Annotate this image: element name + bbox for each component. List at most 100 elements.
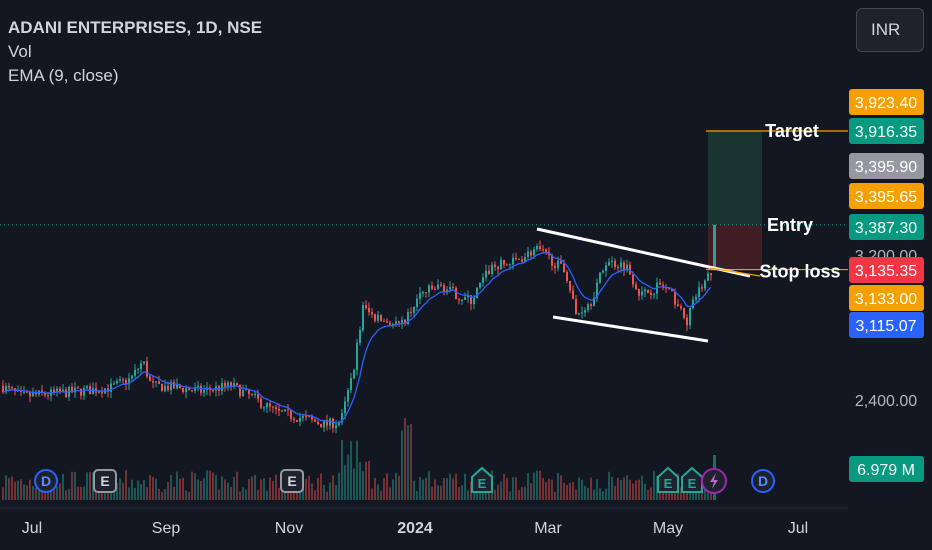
volume-axis-label: 6.979 M [849, 456, 924, 482]
candle [557, 260, 559, 269]
volume-bar [371, 488, 373, 500]
candle [320, 424, 322, 428]
volume-bar [275, 474, 277, 500]
candle [644, 289, 646, 292]
volume-bar [362, 471, 364, 500]
volume-bar [377, 484, 379, 500]
candle [170, 381, 172, 391]
candle [401, 319, 403, 323]
x-tick-label: 2024 [397, 520, 433, 537]
candle [449, 287, 451, 290]
volume-bar [509, 491, 511, 500]
earnings-letter: E [287, 473, 296, 489]
candle [605, 265, 607, 271]
event-marker-d[interactable]: D [34, 469, 58, 493]
candle [77, 387, 79, 389]
candle [680, 306, 682, 309]
candle [338, 422, 340, 426]
candle [128, 378, 130, 385]
volume-bar [545, 482, 547, 500]
volume-bar [86, 472, 88, 500]
volume-bar [284, 486, 286, 500]
volume-bar [233, 476, 235, 500]
candle [5, 386, 7, 393]
candle [254, 394, 256, 396]
event-marker-e-up[interactable]: E [471, 466, 493, 493]
candle [503, 259, 505, 265]
candle [17, 390, 19, 392]
earnings-letter: E [100, 473, 109, 489]
volume-bar [224, 479, 226, 500]
volume-bar [599, 488, 601, 500]
volume-bar [230, 486, 232, 500]
volume-bar [416, 490, 418, 500]
candle [599, 272, 601, 283]
volume-bar [524, 486, 526, 500]
volume-bar [497, 484, 499, 500]
volume-bar [17, 480, 19, 500]
volume-bar [350, 441, 352, 500]
candle [569, 281, 571, 291]
volume-bar [512, 477, 514, 500]
candle [164, 385, 166, 392]
volume-bar [326, 491, 328, 500]
candle [593, 297, 595, 306]
price-axis-label: 3,135.35 [849, 257, 924, 283]
candle [380, 314, 382, 321]
volume-bar [137, 480, 139, 500]
price-axis-label: 3,916.35 [849, 118, 924, 144]
event-marker-e[interactable]: E [93, 469, 117, 493]
candle [491, 264, 493, 274]
ema-line [2, 252, 712, 424]
volume-bar [242, 487, 244, 500]
price-label-bg [849, 214, 924, 240]
event-marker-e-up[interactable]: E [657, 466, 679, 493]
event-marker-d[interactable]: D [751, 469, 775, 493]
candle [26, 391, 28, 393]
candle [110, 383, 112, 392]
volume-bar [218, 489, 220, 500]
volume-bar [5, 475, 7, 500]
earnings-letter: E [688, 476, 697, 491]
candle [695, 296, 697, 300]
candle [506, 264, 508, 266]
candle [305, 416, 307, 418]
volume-bar [179, 478, 181, 500]
volume-bar [632, 483, 634, 500]
volume-indicator-label[interactable]: Vol [8, 42, 32, 61]
volume-bar [323, 484, 325, 500]
volume-bar [551, 479, 553, 500]
volume-bar [587, 487, 589, 500]
volume-bar [446, 478, 448, 500]
candle [479, 282, 481, 288]
candle [317, 421, 319, 425]
currency-button[interactable]: INR [856, 8, 924, 52]
target-zone [708, 131, 762, 225]
volume-bar [134, 487, 136, 500]
candle [233, 383, 235, 387]
volume-bar [353, 468, 355, 500]
candle [500, 259, 502, 270]
volume-bar [614, 485, 616, 500]
earnings-beat-icon [657, 466, 679, 493]
volume-bar [527, 473, 529, 500]
ema-indicator-label[interactable]: EMA (9, close) [8, 66, 119, 85]
candle [293, 418, 295, 421]
candle [266, 403, 268, 408]
price-label-bg [849, 118, 924, 144]
candle [122, 379, 124, 381]
price-label-text: 3,135.35 [855, 263, 917, 280]
entry-label: Entry [767, 215, 813, 235]
candle [245, 389, 247, 391]
event-marker-e-up[interactable]: E [681, 466, 703, 493]
candle [272, 406, 274, 408]
volume-bar [410, 424, 412, 500]
candle [263, 407, 265, 409]
event-marker-e[interactable]: E [280, 469, 304, 493]
volume-bar [8, 478, 10, 500]
event-marker-split[interactable] [701, 468, 727, 494]
candle [158, 381, 160, 384]
volume-bar [320, 473, 322, 500]
candle [113, 383, 115, 385]
